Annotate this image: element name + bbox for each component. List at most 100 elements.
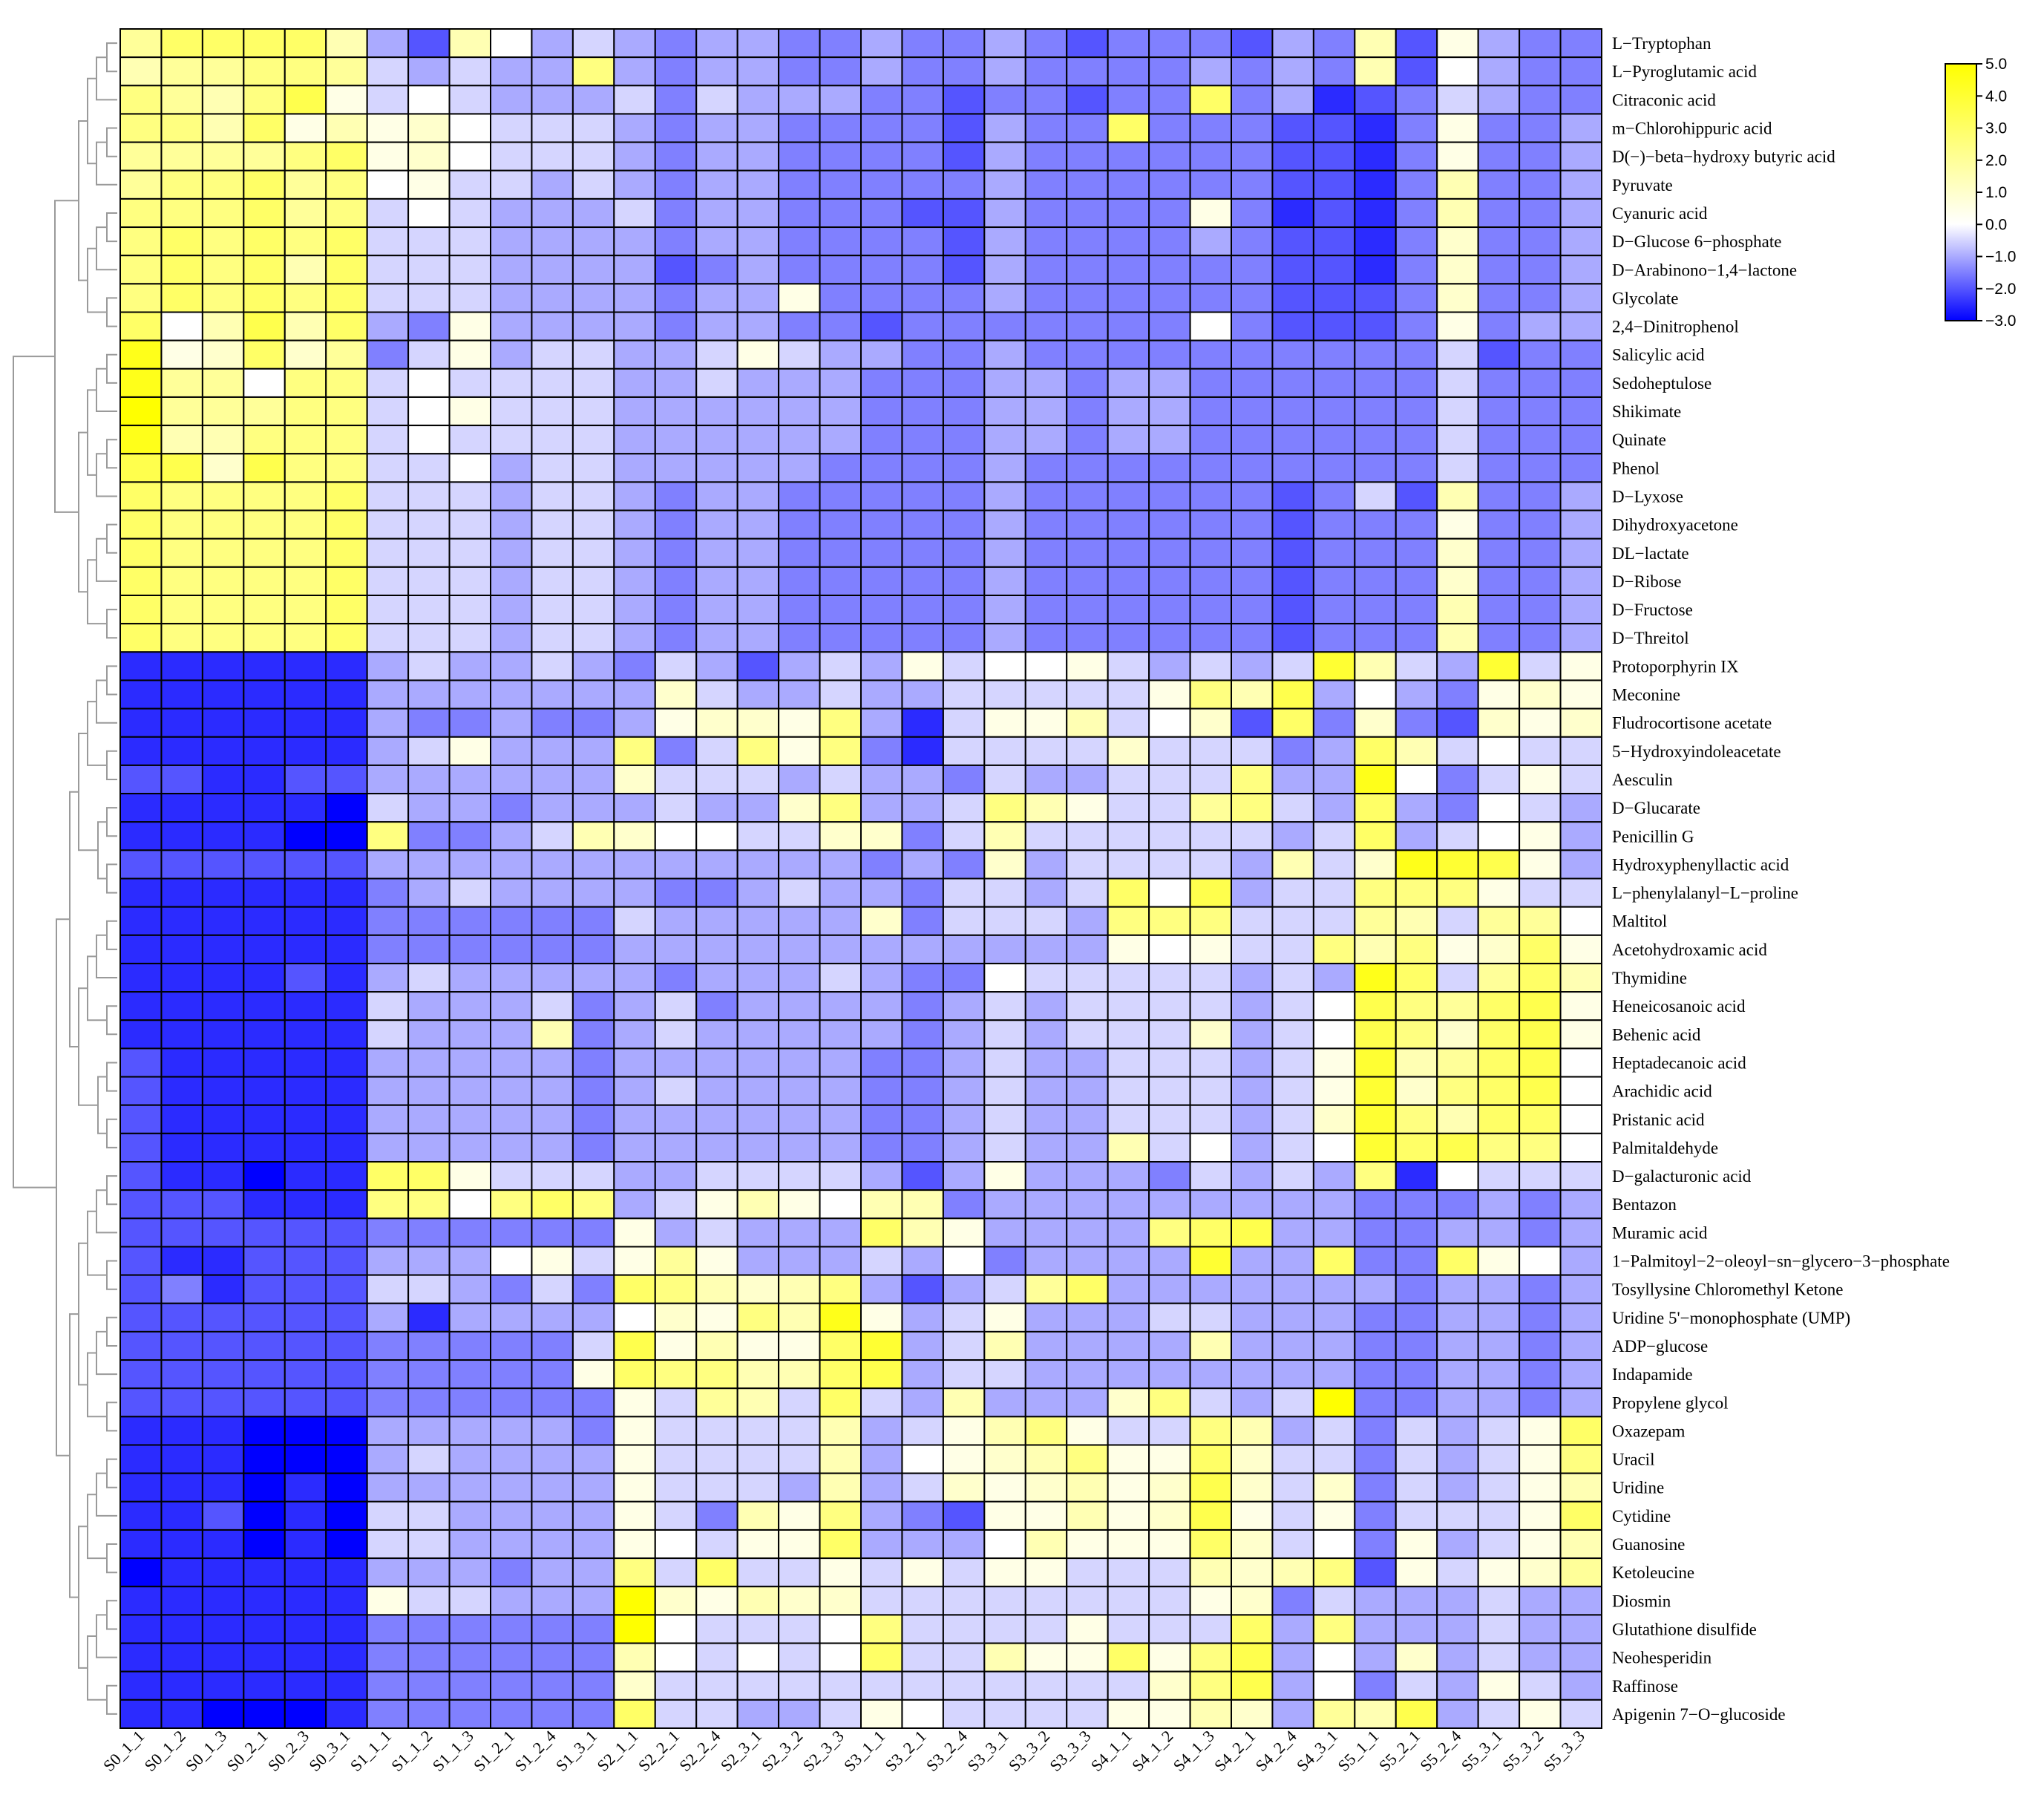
- heatmap-cell: [448, 1047, 491, 1078]
- heatmap-cell: [1024, 141, 1068, 171]
- heatmap-cell: [201, 113, 245, 143]
- heatmap-cell: [490, 1076, 533, 1106]
- dendrogram-branch: [106, 1260, 117, 1290]
- heatmap-cell: [325, 537, 368, 568]
- heatmap-cell: [407, 1217, 451, 1248]
- heatmap-cell: [1148, 1161, 1191, 1191]
- heatmap-cell: [819, 283, 862, 313]
- heatmap-cell: [1559, 1642, 1603, 1673]
- heatmap-cell: [1066, 1132, 1109, 1163]
- heatmap-cell: [736, 962, 780, 993]
- heatmap-cell: [1271, 1614, 1314, 1644]
- heatmap-cell: [325, 736, 368, 766]
- heatmap-cell: [448, 1586, 491, 1616]
- heatmap-cell: [860, 1161, 903, 1191]
- heatmap-cell: [325, 1359, 368, 1390]
- heatmap-cell: [490, 1330, 533, 1361]
- heatmap-cell: [201, 197, 245, 229]
- heatmap-cell: [1148, 453, 1191, 483]
- heatmap-cell: [1148, 141, 1191, 171]
- heatmap-cell: [942, 566, 986, 596]
- column-label: S2_2_4: [675, 1727, 724, 1775]
- heatmap-cell: [695, 197, 738, 229]
- heatmap-cell: [942, 1614, 986, 1644]
- heatmap-cell: [942, 1189, 986, 1220]
- heatmap-cell: [1436, 736, 1479, 766]
- heatmap-cell: [901, 793, 944, 823]
- heatmap-cell: [695, 1472, 738, 1503]
- heatmap-cell: [613, 56, 656, 87]
- heatmap-cell: [654, 1387, 698, 1418]
- column-label: S2_3_3: [799, 1727, 848, 1775]
- heatmap-cell: [243, 1132, 286, 1163]
- heatmap-cell: [407, 1104, 451, 1134]
- heatmap-cell: [407, 255, 451, 285]
- heatmap-cell: [1519, 1444, 1562, 1474]
- heatmap-cell: [531, 595, 574, 625]
- heatmap-cell: [1477, 623, 1521, 653]
- heatmap-cell: [1559, 396, 1603, 427]
- heatmap-cell: [1231, 1698, 1274, 1730]
- heatmap-cell: [1231, 1217, 1274, 1248]
- heatmap-cell: [366, 595, 410, 625]
- heatmap-cell: [284, 1076, 327, 1106]
- heatmap-cell: [1477, 1246, 1521, 1276]
- heatmap-cell: [407, 1472, 451, 1503]
- heatmap-cell: [571, 1557, 615, 1588]
- heatmap-cell: [654, 1557, 698, 1588]
- heatmap-cell: [695, 141, 738, 171]
- heatmap-cell: [654, 1246, 698, 1276]
- heatmap-cell: [284, 1557, 327, 1588]
- row-label: DL−lactate: [1612, 544, 1689, 563]
- heatmap-cell: [284, 1132, 327, 1163]
- heatmap-cell: [1189, 1642, 1233, 1673]
- heatmap-cell: [325, 425, 368, 455]
- row-dendrogram: [13, 42, 117, 1715]
- column-label: S1_3_1: [552, 1727, 600, 1775]
- heatmap-cell: [407, 566, 451, 596]
- heatmap-cell: [448, 849, 491, 880]
- heatmap-cell: [366, 169, 410, 200]
- heatmap-cell: [160, 1019, 203, 1050]
- heatmap-cell: [901, 651, 944, 681]
- heatmap-cell: [819, 934, 862, 964]
- column-label: S0_1_3: [182, 1727, 230, 1775]
- heatmap-cell: [407, 623, 451, 653]
- heatmap-cell: [1436, 1359, 1479, 1390]
- heatmap-cell: [1519, 991, 1562, 1021]
- heatmap-cell: [119, 764, 163, 795]
- heatmap-cell: [1107, 1132, 1150, 1163]
- heatmap-cell: [1231, 1104, 1274, 1134]
- heatmap-cell: [1436, 197, 1479, 229]
- heatmap-cell: [1519, 707, 1562, 738]
- heatmap-cell: [1066, 425, 1109, 455]
- heatmap-cell: [1231, 1528, 1274, 1560]
- heatmap-cell: [448, 1302, 491, 1333]
- heatmap-cell: [736, 28, 780, 59]
- heatmap-cell: [942, 255, 986, 285]
- heatmap-cell: [284, 1500, 327, 1531]
- heatmap-cell: [695, 1104, 738, 1134]
- heatmap-cell: [1395, 821, 1438, 851]
- heatmap-cell: [613, 197, 656, 229]
- heatmap-cell: [1519, 1557, 1562, 1588]
- heatmap-cell: [1312, 1528, 1356, 1560]
- heatmap-cell: [490, 595, 533, 625]
- heatmap-cell: [736, 1302, 780, 1333]
- heatmap-cell: [942, 679, 986, 710]
- column-label: S3_1_1: [840, 1727, 888, 1775]
- heatmap-cell: [325, 1302, 368, 1333]
- heatmap-cell: [1354, 1076, 1397, 1106]
- heatmap-cell: [160, 1217, 203, 1248]
- dendrogram-branch: [87, 389, 96, 476]
- heatmap-cell: [201, 566, 245, 596]
- heatmap-cell: [1395, 509, 1438, 540]
- heatmap-cell: [1107, 28, 1150, 59]
- heatmap-cell: [654, 1670, 698, 1701]
- heatmap-cell: [1107, 197, 1150, 229]
- heatmap-cell: [531, 1698, 574, 1730]
- dendrogram-branch: [106, 127, 117, 157]
- heatmap-cell: [1107, 1642, 1150, 1673]
- heatmap-cell: [1436, 509, 1479, 540]
